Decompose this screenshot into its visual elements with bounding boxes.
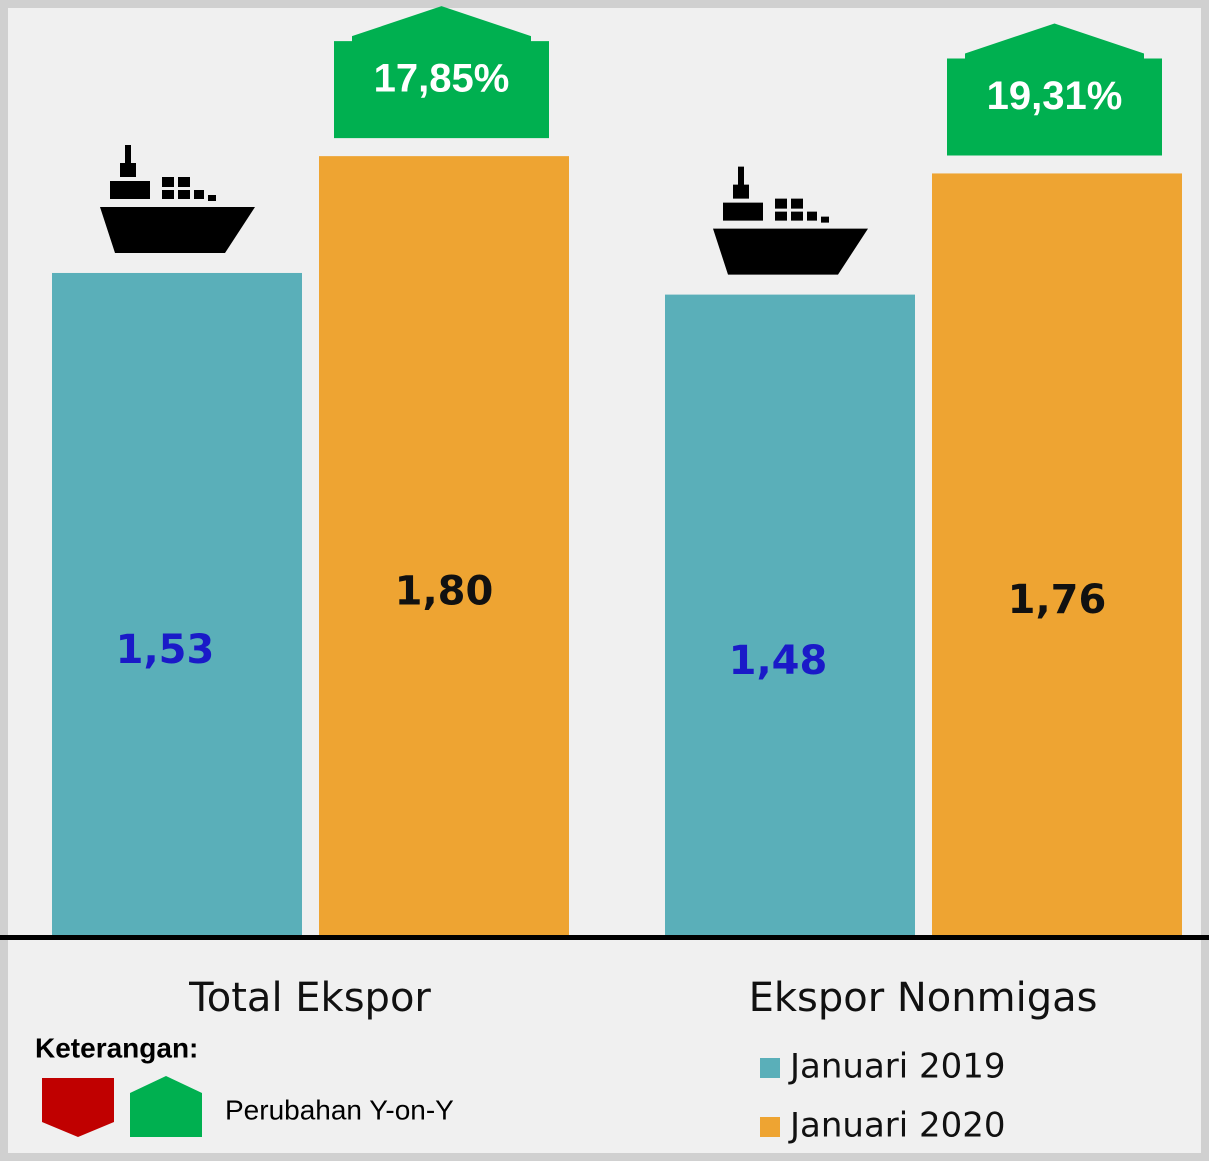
value-label: 1,76 — [1008, 577, 1107, 623]
value-label: 1,48 — [729, 638, 828, 684]
legend-swatch — [760, 1117, 780, 1137]
legend-label: Januari 2019 — [788, 1047, 1006, 1087]
change-label: 19,31% — [987, 74, 1123, 118]
x-tick-label: Ekspor Nonmigas — [749, 975, 1098, 1021]
bar — [932, 173, 1182, 935]
bar — [52, 272, 302, 935]
ship-icon — [713, 166, 868, 275]
bar — [665, 294, 915, 935]
change-badge — [947, 23, 1162, 156]
value-label: 1,80 — [395, 569, 494, 615]
legend-label: Januari 2020 — [788, 1106, 1006, 1146]
legend-title: Keterangan: — [35, 1032, 198, 1063]
legend-swatch — [760, 1058, 780, 1078]
bar — [319, 156, 569, 935]
ship-icon — [100, 144, 255, 253]
legend-down-icon — [42, 1078, 114, 1137]
x-tick-label: Total Ekspor — [188, 975, 431, 1021]
legend-up-icon — [130, 1076, 202, 1137]
change-label: 17,85% — [374, 57, 510, 101]
value-label: 1,53 — [116, 627, 215, 673]
change-badge — [334, 6, 549, 139]
legend-note: Perubahan Y-on-Y — [225, 1094, 454, 1125]
baseline — [0, 935, 1209, 940]
